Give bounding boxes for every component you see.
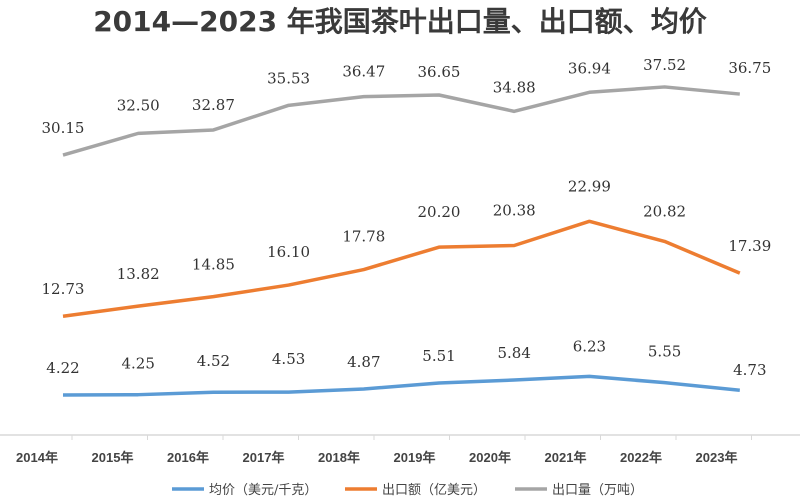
data-label: 13.82 — [117, 265, 160, 283]
legend-label: 均价（美元/千克） — [209, 483, 317, 498]
data-label: 4.22 — [46, 359, 79, 377]
data-label: 36.75 — [728, 59, 771, 77]
series-line — [62, 219, 741, 318]
x-tick-label: 2021年 — [545, 450, 587, 465]
data-label: 4.52 — [197, 352, 230, 370]
data-label: 32.50 — [117, 96, 160, 114]
series-line — [62, 374, 740, 397]
data-label: 22.99 — [568, 177, 611, 195]
data-label: 30.15 — [42, 119, 85, 137]
x-tick-label: 2018年 — [318, 450, 360, 465]
data-label: 6.23 — [573, 337, 606, 355]
data-label: 34.88 — [493, 78, 536, 96]
data-label: 4.87 — [347, 353, 380, 371]
data-label: 12.73 — [42, 280, 85, 298]
x-tick-label: 2016年 — [167, 450, 209, 465]
data-label: 14.85 — [192, 256, 235, 274]
data-label: 32.87 — [192, 96, 235, 114]
series-line — [62, 85, 740, 157]
data-label: 36.65 — [418, 63, 461, 81]
chart-title: 2014—2023 年我国茶叶出口量、出口额、均价 — [93, 5, 707, 38]
data-label: 16.10 — [267, 243, 310, 261]
x-tick-label: 2020年 — [469, 450, 511, 465]
data-label: 5.51 — [422, 347, 455, 365]
x-tick-label: 2017年 — [243, 450, 285, 465]
x-tick-label: 2015年 — [92, 450, 134, 465]
data-label: 4.25 — [121, 355, 154, 373]
x-tick-label: 2023年 — [696, 450, 738, 465]
legend-label: 出口量（万吨） — [552, 483, 643, 498]
data-label: 4.53 — [272, 350, 305, 368]
x-tick-label: 2022年 — [620, 450, 662, 465]
x-tick-label: 2019年 — [394, 450, 436, 465]
data-label: 5.84 — [497, 344, 530, 362]
data-label: 36.47 — [342, 63, 385, 81]
data-label: 37.52 — [643, 56, 686, 74]
data-label: 36.94 — [568, 59, 611, 77]
data-label: 20.20 — [418, 203, 461, 221]
data-label: 17.78 — [342, 228, 385, 246]
data-label: 20.82 — [643, 202, 686, 220]
x-tick-label: 2014年 — [16, 450, 58, 465]
data-label: 20.38 — [493, 201, 536, 219]
data-label: 17.39 — [728, 237, 771, 255]
legend-label: 出口额（亿美元） — [382, 483, 486, 498]
data-label: 5.55 — [648, 343, 681, 361]
data-label: 4.73 — [733, 361, 766, 379]
data-label: 35.53 — [267, 69, 310, 87]
